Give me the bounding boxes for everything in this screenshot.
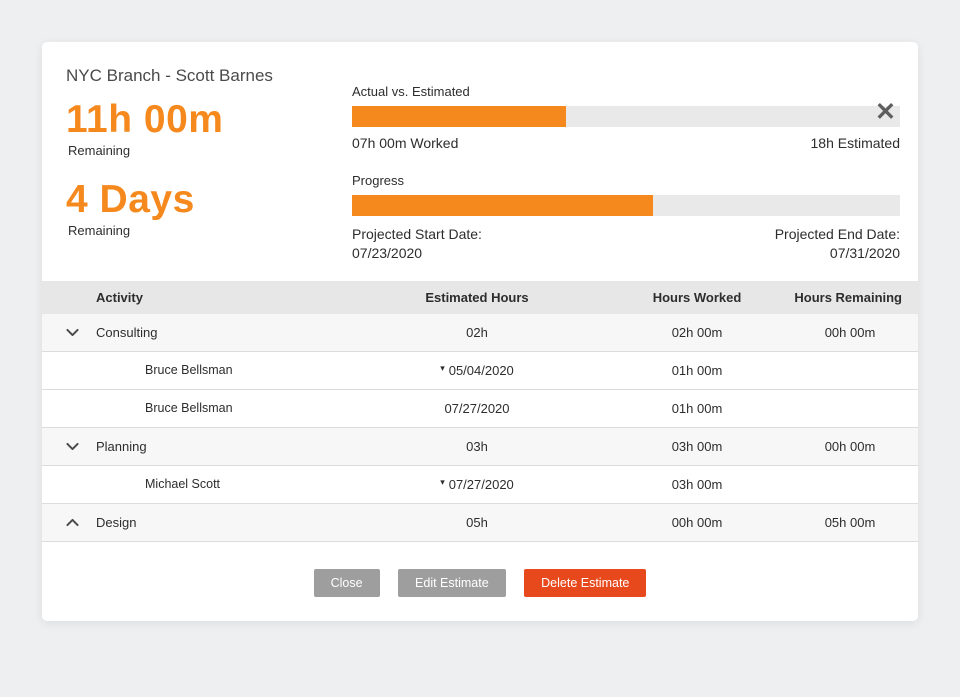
delete-estimate-button[interactable]: Delete Estimate: [524, 568, 647, 597]
actual-vs-estimated-label: Actual vs. Estimated: [352, 84, 470, 99]
worker-name: Bruce Bellsman: [145, 363, 233, 378]
hours-worked-value: 02h 00m: [671, 324, 723, 340]
actual-vs-estimated-bar-fill: [352, 106, 566, 127]
chevron-down-icon[interactable]: [64, 324, 81, 341]
hours-worked-value: 03h 00m: [671, 476, 723, 492]
actual-vs-estimated-section: Actual vs. Estimated 07h 00m Worked 18h …: [352, 84, 900, 151]
table-header-row: Activity Estimated Hours Hours Worked Ho…: [42, 280, 918, 314]
table-row-group-consulting[interactable]: Consulting 02h 02h 00m 00h 00m: [42, 313, 918, 352]
hours-worked-value: 01h 00m: [671, 400, 723, 416]
estimated-hours-value: 05h: [466, 514, 488, 530]
activity-name: Design: [96, 514, 137, 530]
dropdown-caret-icon[interactable]: ▾: [440, 476, 445, 487]
progress-section: Progress Projected Start Date: Projected…: [352, 173, 900, 263]
close-button[interactable]: Close: [313, 568, 380, 597]
modal-top-section: NYC Branch - Scott Barnes 11h 00m Remain…: [42, 42, 918, 281]
edit-estimate-button[interactable]: Edit Estimate: [398, 568, 506, 597]
summary-column: NYC Branch - Scott Barnes 11h 00m Remain…: [66, 64, 352, 263]
activity-name: Planning: [96, 438, 147, 454]
progress-column: Actual vs. Estimated 07h 00m Worked 18h …: [352, 64, 900, 263]
work-date-cell: ▾ 07/27/2020: [342, 477, 612, 492]
worker-name: Michael Scott: [145, 477, 221, 492]
modal-footer: Close Edit Estimate Delete Estimate: [42, 542, 918, 621]
hours-worked-value: 00h 00m: [671, 514, 723, 530]
chevron-up-icon[interactable]: [64, 514, 81, 531]
header-estimated-hours: Estimated Hours: [425, 289, 529, 305]
days-remaining-value: 4 Days: [66, 178, 195, 221]
projected-end-date: 07/31/2020: [829, 244, 900, 261]
hours-estimated-text: 18h Estimated: [810, 135, 901, 151]
estimated-hours-value: 02h: [466, 324, 488, 340]
activity-name: Consulting: [96, 324, 158, 340]
header-hours-worked: Hours Worked: [652, 289, 742, 305]
work-date-cell: ▾ 05/04/2020: [342, 363, 612, 378]
table-row-group-planning[interactable]: Planning 03h 03h 00m 00h 00m: [42, 427, 918, 466]
modal-title: NYC Branch - Scott Barnes: [66, 66, 273, 85]
hours-remaining-value: 00h 00m: [824, 324, 876, 340]
table-row-detail[interactable]: Michael Scott ▾ 07/27/2020 03h 00m: [42, 465, 918, 504]
estimated-hours-value: 03h: [466, 438, 488, 454]
header-hours-remaining: Hours Remaining: [794, 289, 902, 305]
work-date-cell: 07/27/2020: [342, 401, 612, 416]
projected-start-date: 07/23/2020: [352, 244, 423, 261]
projected-end-label: Projected End Date:: [774, 226, 900, 242]
work-date: 07/27/2020: [444, 400, 510, 416]
estimate-modal: ✕ NYC Branch - Scott Barnes 11h 00m Rema…: [42, 42, 918, 621]
activity-table: Activity Estimated Hours Hours Worked Ho…: [42, 280, 918, 542]
hours-remaining-value: 05h 00m: [824, 514, 876, 530]
time-remaining-label: Remaining: [68, 143, 131, 158]
time-remaining-stat: 11h 00m Remaining: [66, 100, 352, 158]
days-remaining-label: Remaining: [68, 223, 131, 238]
progress-bar: [352, 195, 900, 216]
projected-start-label: Projected Start Date:: [352, 226, 482, 242]
days-remaining-stat: 4 Days Remaining: [66, 180, 352, 238]
worker-name: Bruce Bellsman: [145, 401, 233, 416]
header-activity: Activity: [96, 289, 143, 305]
table-row-detail[interactable]: Bruce Bellsman ▾ 05/04/2020 01h 00m: [42, 351, 918, 390]
progress-label: Progress: [352, 173, 405, 188]
hours-worked-value: 01h 00m: [671, 362, 723, 378]
table-row-detail[interactable]: Bruce Bellsman 07/27/2020 01h 00m: [42, 389, 918, 428]
table-row-group-design[interactable]: Design 05h 00h 00m 05h 00m: [42, 503, 918, 542]
dropdown-caret-icon[interactable]: ▾: [440, 362, 445, 373]
close-icon[interactable]: ✕: [875, 98, 896, 126]
actual-vs-estimated-bar: [352, 106, 900, 127]
work-date: 05/04/2020: [448, 362, 514, 378]
hours-worked-text: 07h 00m Worked: [352, 135, 459, 151]
chevron-down-icon[interactable]: [64, 438, 81, 455]
progress-bar-fill: [352, 195, 654, 216]
hours-remaining-value: 00h 00m: [824, 438, 876, 454]
time-remaining-value: 11h 00m: [66, 98, 224, 141]
hours-worked-value: 03h 00m: [671, 438, 723, 454]
work-date: 07/27/2020: [448, 476, 514, 492]
